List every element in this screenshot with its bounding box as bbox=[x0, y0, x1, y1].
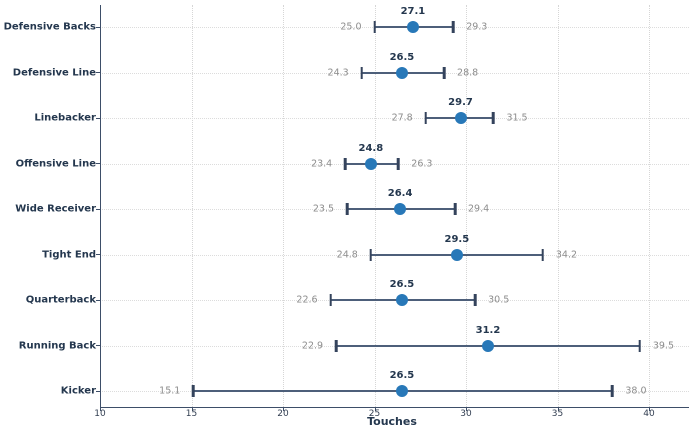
errorbar-cap-low bbox=[369, 248, 373, 261]
x-tick-label: 35 bbox=[551, 409, 564, 419]
mean-point-dot bbox=[394, 203, 407, 215]
value-label-center: 26.4 bbox=[387, 188, 413, 199]
errorbar-cap-low bbox=[373, 21, 376, 33]
value-label-low: 24.3 bbox=[327, 67, 349, 78]
errorbar-cap-low bbox=[345, 203, 349, 215]
value-label-center: 26.5 bbox=[389, 370, 415, 381]
value-label-low: 24.8 bbox=[336, 249, 358, 260]
value-label-low: 22.9 bbox=[301, 340, 324, 351]
errorbar-cap-low bbox=[343, 157, 347, 170]
y-gridline bbox=[100, 118, 689, 119]
y-tick-mark bbox=[96, 117, 100, 119]
errorbar-cap-low bbox=[424, 112, 428, 124]
category-label: Wide Receiver bbox=[15, 203, 96, 215]
value-label-high: 28.8 bbox=[457, 67, 479, 78]
value-label-center: 31.2 bbox=[475, 324, 501, 336]
value-label-high: 26.3 bbox=[411, 158, 433, 169]
y-tick-mark bbox=[96, 163, 100, 165]
value-label-center: 26.5 bbox=[389, 51, 415, 63]
y-tick-mark bbox=[96, 390, 100, 392]
y-axis-spine bbox=[100, 5, 102, 407]
x-tick-label: 30 bbox=[460, 409, 472, 419]
y-tick-mark bbox=[96, 254, 100, 256]
errorbar-cap-high bbox=[453, 203, 457, 215]
value-label-high: 34.2 bbox=[555, 249, 578, 260]
y-tick-mark bbox=[96, 345, 100, 347]
category-label: Kicker bbox=[60, 385, 96, 397]
x-tick-label: 15 bbox=[185, 409, 198, 419]
errorbar-cap-high bbox=[473, 294, 477, 306]
category-label: Quarterback bbox=[25, 294, 96, 306]
value-label-high: 31.5 bbox=[506, 112, 528, 124]
x-tick-label: 10 bbox=[94, 409, 106, 419]
value-label-high: 29.4 bbox=[468, 203, 490, 215]
category-label: Tight End bbox=[42, 249, 96, 260]
category-label: Linebacker bbox=[34, 112, 96, 124]
x-gridline bbox=[557, 5, 559, 407]
x-tick-mark bbox=[283, 407, 285, 411]
x-tick-label: 40 bbox=[643, 409, 655, 419]
value-label-high: 29.3 bbox=[466, 21, 488, 33]
x-gridline bbox=[466, 5, 467, 407]
errorbar-cap-low bbox=[192, 385, 195, 397]
value-label-center: 24.8 bbox=[358, 142, 384, 154]
errorbar-cap-low bbox=[360, 66, 363, 79]
value-label-high: 30.5 bbox=[488, 294, 510, 306]
errorbar-cap-high bbox=[541, 248, 545, 261]
x-tick-mark bbox=[100, 407, 102, 411]
value-label-center: 26.5 bbox=[389, 279, 415, 290]
mean-point-dot bbox=[481, 339, 494, 352]
category-label: Offensive Line bbox=[15, 158, 96, 169]
errorbar-cap-low bbox=[334, 339, 338, 352]
value-label-center: 29.5 bbox=[444, 233, 470, 245]
value-label-high: 38.0 bbox=[625, 385, 647, 397]
category-label: Defensive Backs bbox=[3, 21, 96, 33]
mean-point-dot bbox=[395, 66, 408, 79]
value-label-center: 27.1 bbox=[400, 6, 426, 17]
errorbar-cap-high bbox=[442, 66, 446, 79]
errorbar-cap-high bbox=[451, 21, 455, 33]
x-gridline bbox=[191, 5, 193, 407]
x-tick-mark bbox=[557, 407, 559, 411]
errorbar-cap-high bbox=[396, 157, 400, 170]
y-tick-mark bbox=[96, 208, 100, 210]
x-gridline bbox=[374, 5, 376, 407]
value-label-high: 39.5 bbox=[652, 340, 674, 351]
x-tick-mark bbox=[191, 407, 193, 411]
x-tick-mark bbox=[374, 407, 376, 411]
y-tick-mark bbox=[96, 26, 100, 28]
y-tick-mark bbox=[96, 72, 100, 74]
x-tick-label: 25 bbox=[368, 409, 381, 419]
mean-point-dot bbox=[395, 385, 408, 397]
mean-point-dot bbox=[395, 294, 408, 306]
value-label-low: 25.0 bbox=[340, 21, 362, 33]
x-tick-label: 20 bbox=[277, 409, 289, 419]
category-label: Running Back bbox=[18, 340, 96, 351]
x-tick-mark bbox=[649, 407, 651, 411]
value-label-low: 23.5 bbox=[312, 203, 335, 215]
mean-point-dot bbox=[454, 112, 467, 124]
mean-point-dot bbox=[406, 21, 419, 33]
errorbar-cap-high bbox=[492, 112, 495, 124]
errorbar-cap-low bbox=[329, 294, 332, 306]
value-label-center: 29.7 bbox=[448, 97, 473, 108]
y-tick-mark bbox=[96, 299, 100, 301]
x-gridline bbox=[283, 5, 284, 407]
value-label-low: 23.4 bbox=[311, 158, 333, 169]
value-label-low: 27.8 bbox=[391, 112, 413, 124]
errorbar-cap-high bbox=[638, 339, 642, 352]
x-gridline bbox=[649, 5, 650, 407]
category-label: Defensive Line bbox=[12, 67, 96, 78]
x-tick-mark bbox=[466, 407, 468, 411]
mean-point-dot bbox=[364, 157, 377, 170]
value-label-low: 22.6 bbox=[296, 294, 318, 306]
x-axis-title: Touches bbox=[367, 415, 417, 428]
errorbar-cap-high bbox=[611, 385, 614, 397]
mean-point-dot bbox=[450, 248, 463, 261]
value-label-low: 15.1 bbox=[159, 385, 181, 397]
x-axis-spine bbox=[100, 407, 689, 409]
